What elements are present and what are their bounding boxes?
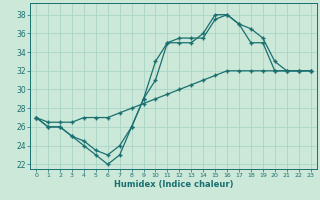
X-axis label: Humidex (Indice chaleur): Humidex (Indice chaleur)	[114, 180, 233, 189]
